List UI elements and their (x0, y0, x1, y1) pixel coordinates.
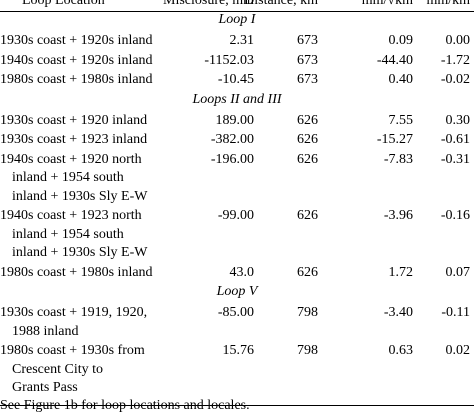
value-cell: 43.0 (229, 264, 255, 280)
location-line: inland + 1954 south (12, 226, 124, 242)
location-line: inland + 1954 south (12, 170, 124, 185)
footnote: See Figure 1b for loop locations and loc… (0, 398, 250, 413)
value-cell: -44.40 (376, 52, 413, 68)
value-cell: 798 (297, 305, 318, 320)
value-cell: 798 (297, 343, 318, 358)
value-cell: 626 (297, 112, 318, 128)
location-line: 1980s coast + 1980s inland (0, 72, 153, 87)
location-line: 1930s coast + 1923 inland (0, 132, 148, 147)
value-cell: 2.31 (229, 33, 255, 48)
header-cell: Loop Location (22, 0, 105, 8)
location-cell: 1940s coast + 1920s inland (0, 52, 153, 71)
section-title: Loop I (218, 12, 256, 27)
value-cell: 673 (297, 33, 318, 48)
value-cell: 626 (297, 208, 318, 223)
value-cell: 626 (297, 264, 318, 280)
value-cell: -0.02 (440, 72, 470, 87)
value-cell: -196.00 (210, 151, 254, 167)
location-cell: 1930s coast + 1920s inland (0, 32, 153, 51)
header-cell: Distance, km (244, 0, 318, 8)
location-line: 1940s coast + 1920s inland (0, 52, 153, 68)
value-cell: -0.11 (441, 305, 470, 320)
value-cell: 673 (297, 72, 318, 87)
location-line: 1940s coast + 1923 north (0, 208, 142, 223)
value-cell: -0.61 (440, 132, 470, 147)
value-cell: 0.07 (445, 264, 471, 280)
location-cell: 1980s coast + 1930s from Crescent City to… (0, 342, 145, 398)
location-line: inland + 1930s Sly E-W (12, 245, 148, 260)
location-line: 1930s coast + 1919, 1920, (0, 305, 148, 320)
value-cell: -10.45 (217, 72, 254, 87)
value-cell: 0.40 (388, 72, 414, 87)
value-cell: 0.30 (445, 112, 471, 128)
value-cell: -3.96 (383, 208, 413, 223)
location-cell: 1930s coast + 1920 inland (0, 112, 147, 131)
section-title: Loops II and III (192, 91, 282, 107)
value-cell: 673 (297, 52, 318, 68)
header-cell: Misclosure, mm (163, 0, 254, 8)
value-cell: -99.00 (217, 208, 254, 223)
location-cell: 1940s coast + 1920 north inland + 1954 so… (0, 151, 147, 207)
location-line: 1988 inland (12, 323, 79, 339)
section-title: Loop V (216, 284, 258, 299)
value-cell: -85.00 (217, 305, 254, 320)
header-cell: mm/√km (361, 0, 413, 8)
value-cell: 626 (297, 132, 318, 147)
location-cell: 1980s coast + 1980s inland (0, 71, 153, 90)
value-cell: -382.00 (210, 132, 254, 147)
value-cell: -1152.03 (204, 52, 254, 68)
location-line: 1930s coast + 1920 inland (0, 112, 148, 128)
location-line: inland + 1930s Sly E-W (12, 188, 148, 204)
value-cell: 1.72 (388, 264, 414, 280)
table-header: Loop Location Misclosure, mm Distance, km m… (0, 0, 474, 12)
location-cell: 1940s coast + 1923 north inland + 1954 so… (0, 207, 147, 263)
location-line: 1980s coast + 1980s inland (0, 264, 153, 280)
value-cell: 189.00 (215, 112, 255, 128)
value-cell: 7.55 (388, 112, 414, 128)
value-cell: 0.63 (388, 343, 414, 358)
value-cell: 0.02 (445, 343, 471, 358)
header-cell: mm/km (426, 0, 470, 8)
value-cell: -7.83 (383, 151, 413, 167)
value-cell: -15.27 (376, 132, 413, 147)
location-line: Crescent City to (12, 361, 103, 377)
location-cell: 1930s coast + 1923 inland (0, 131, 147, 150)
location-line: 1940s coast + 1920 north (0, 151, 142, 167)
value-cell: -3.40 (383, 305, 413, 320)
value-cell: 15.76 (222, 343, 255, 358)
value-cell: 0.00 (445, 33, 471, 48)
location-cell: 1980s coast + 1980s inland (0, 264, 153, 283)
value-cell: -0.31 (440, 151, 470, 167)
value-cell: -0.16 (440, 208, 470, 223)
value-cell: 626 (297, 151, 318, 167)
value-cell: -1.72 (440, 52, 470, 68)
table-bottom-rule (0, 404, 474, 406)
location-line: 1930s coast + 1920s inland (0, 33, 153, 48)
location-line: Grants Pass (12, 380, 78, 395)
location-cell: 1930s coast + 1919, 1920, 1988 inland (0, 304, 147, 341)
value-cell: 0.09 (388, 33, 414, 48)
location-line: 1980s coast + 1930s from (0, 343, 145, 358)
